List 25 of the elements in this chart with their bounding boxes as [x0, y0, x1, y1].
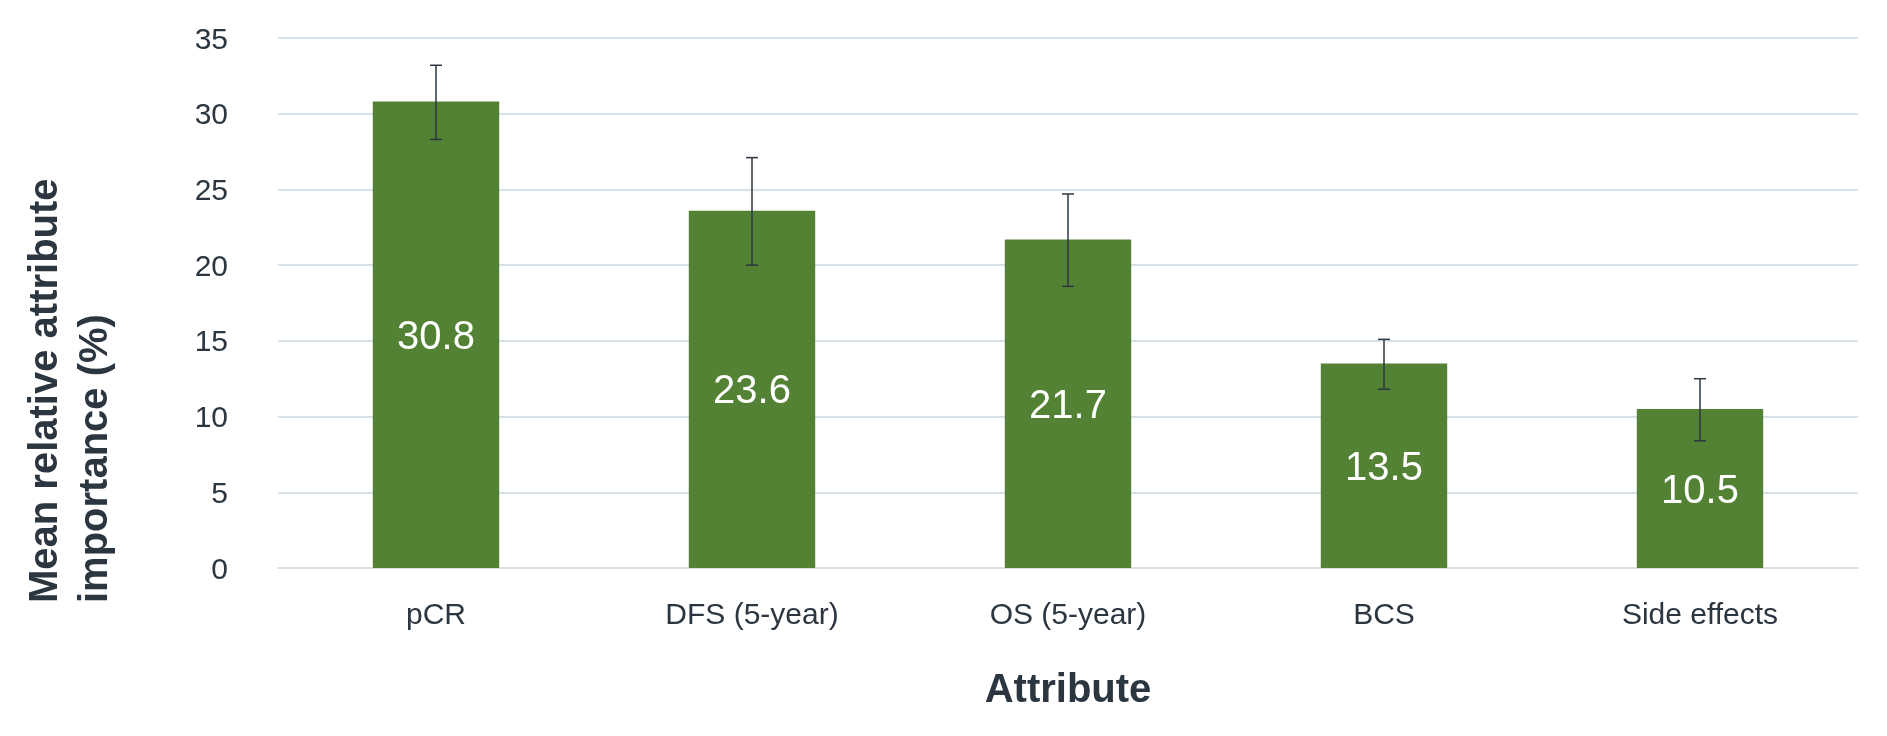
data-label: 30.8: [397, 312, 475, 357]
bar: [1636, 409, 1764, 568]
bar: [1004, 239, 1132, 568]
x-tick-label: Side effects: [1621, 596, 1779, 630]
bar: [688, 210, 816, 568]
y-tick-label: 5: [211, 475, 228, 509]
data-label: 23.6: [713, 367, 791, 412]
y-tick-label: 0: [211, 551, 228, 585]
x-tick-label: OS (5-year): [989, 596, 1147, 630]
y-axis-title: Mean relative attribute importance (%): [21, 167, 115, 603]
y-tick-label: 20: [194, 248, 228, 282]
y-tick-label: 30: [194, 97, 228, 131]
bar: [372, 101, 500, 568]
y-tick-label: 35: [194, 21, 228, 55]
bar: [1320, 363, 1448, 568]
x-axis-title: Attribute: [984, 666, 1152, 710]
data-label: 13.5: [1345, 443, 1423, 488]
y-tick-label: 25: [194, 172, 228, 206]
x-tick-label: pCR: [405, 596, 467, 630]
x-tick-label: BCS: [1353, 596, 1415, 630]
y-tick-label: 10: [194, 400, 228, 434]
y-tick-label: 15: [194, 324, 228, 358]
data-label: 10.5: [1661, 466, 1739, 511]
x-tick-label: DFS (5-year): [665, 596, 839, 630]
data-label: 21.7: [1029, 381, 1107, 426]
